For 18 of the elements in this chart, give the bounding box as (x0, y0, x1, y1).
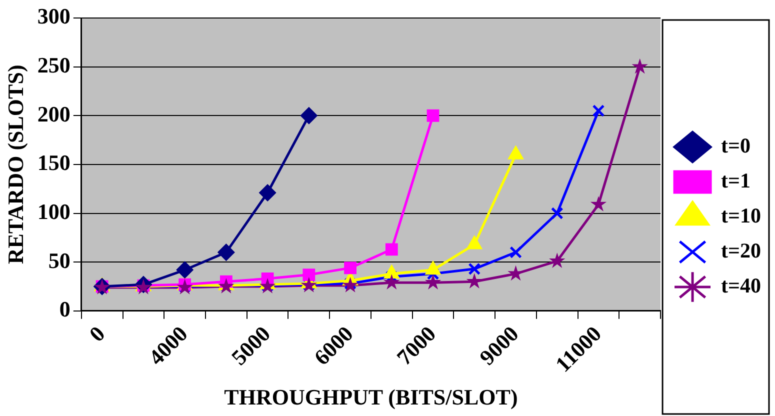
y-tick-label: 50 (48, 248, 70, 273)
y-tick-label: 200 (37, 101, 70, 126)
x-tick-label: 0 (84, 321, 110, 347)
y-tick-label: 100 (37, 198, 70, 224)
legend-label: t=20 (721, 238, 762, 262)
x-tick-label: 7000 (392, 321, 441, 370)
legend-label: t=40 (721, 273, 762, 298)
x-tick-label: 4000 (144, 321, 192, 370)
legend-label: t=1 (721, 168, 751, 192)
x-axis-title: THROUGHPUT (BITS/SLOT) (224, 384, 518, 410)
y-tick-label: 250 (37, 52, 70, 78)
y-tick-label: 0 (59, 296, 70, 322)
y-tick-label: 150 (37, 150, 70, 176)
y-axis-title: RETARDO (SLOTS) (2, 64, 28, 264)
legend-label: t=0 (721, 133, 751, 158)
x-tick-label: 6000 (309, 321, 358, 370)
y-tick-label: 300 (37, 4, 70, 29)
legend-label: t=10 (721, 203, 762, 228)
